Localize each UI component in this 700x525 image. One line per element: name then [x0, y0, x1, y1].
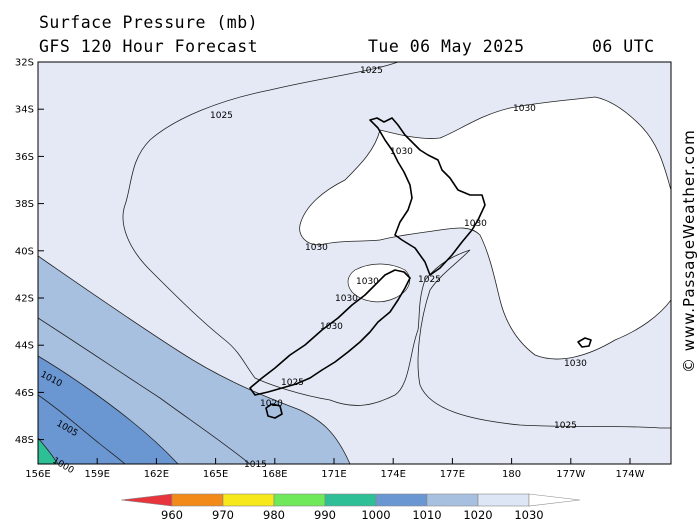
lat-tick-label: 36S [15, 152, 34, 163]
lon-tick-label: 165E [203, 469, 228, 480]
label-1030-west: 1030 [305, 243, 328, 253]
legend-label: 1020 [463, 508, 492, 522]
lat-tick-label: 46S [15, 388, 34, 399]
legend-label: 1010 [412, 508, 441, 522]
lat-tick-label: 42S [15, 294, 34, 305]
chart-title: Surface Pressure (mb) [39, 13, 259, 32]
legend-swatch [426, 493, 479, 507]
high-1030-east [299, 96, 671, 360]
lat-tick-label: 40S [15, 246, 34, 257]
legend-label: 1000 [361, 508, 390, 522]
map-frame [37, 61, 672, 465]
lon-tick-label: 177W [556, 469, 585, 480]
label-1025-southland: 1025 [281, 378, 304, 388]
legend-label: 1030 [514, 508, 543, 522]
legend-swatch [324, 493, 377, 507]
lat-tick-label: 38S [15, 199, 34, 210]
label-1025-cook-strait: 1025 [418, 275, 441, 285]
lon-tick-label: 180 [502, 469, 521, 480]
label-1030-south-c: 1030 [320, 322, 343, 332]
longitude-axis: 156E 159E 162E 165E 168E 171E 174E 177E 180 177W 1… [25, 458, 645, 480]
lon-tick-label: 156E [25, 469, 50, 480]
credit-text: © www.PassageWeather.com [680, 129, 698, 373]
lon-tick-label: 159E [84, 469, 109, 480]
north-island [369, 117, 486, 276]
chatham-islands [577, 337, 592, 348]
lon-tick-label: 174E [380, 469, 405, 480]
south-island [249, 269, 411, 396]
forecast-time: 06 UTC [592, 37, 655, 56]
band-1010 [38, 355, 179, 464]
legend-swatch [477, 493, 530, 507]
latitude-axis: 32S 34S 36S 38S 40S 42S 44S 46S 48S [15, 58, 44, 446]
label-1030-east-cape: 1030 [464, 219, 487, 229]
label-1030-north-island: 1030 [390, 147, 413, 157]
legend-label: 960 [161, 508, 183, 522]
lat-tick-label: 48S [15, 435, 34, 446]
label-1030-chatham: 1030 [564, 359, 587, 369]
legend-label: 990 [314, 508, 336, 522]
stewart-island [265, 403, 283, 419]
legend-swatch-high [528, 493, 581, 507]
lat-tick-label: 34S [15, 105, 34, 116]
label-1025-north: 1025 [360, 66, 383, 76]
isobar-1025 [122, 62, 671, 429]
band-1000 [38, 437, 59, 464]
high-1030-south [347, 263, 411, 303]
label-1030-ne: 1030 [513, 104, 536, 114]
legend-label: 970 [212, 508, 234, 522]
contour-labels: 1025 1030 1025 1030 1030 1030 1025 1030 … [39, 66, 588, 476]
color-scale-legend: 960 970 980 990 1000 1010 1020 1030 [120, 493, 581, 522]
legend-swatch [375, 493, 428, 507]
lat-tick-label: 32S [15, 58, 34, 69]
lat-tick-label: 44S [15, 341, 34, 352]
legend-label: 980 [263, 508, 285, 522]
label-1030-south-b: 1030 [335, 294, 358, 304]
lon-tick-label: 174W [616, 469, 645, 480]
label-1015: 1015 [244, 460, 267, 470]
legend-swatch [273, 493, 326, 507]
forecast-date: Tue 06 May 2025 [368, 37, 525, 56]
label-1025-nw: 1025 [210, 111, 233, 121]
legend-swatch [171, 493, 224, 507]
label-1020: 1020 [260, 399, 283, 409]
isobar-1005 [38, 394, 126, 464]
label-1030-south-a: 1030 [356, 277, 379, 287]
isobar-1015 [38, 317, 251, 464]
legend-swatch [222, 493, 275, 507]
map-area [38, 62, 671, 464]
lon-tick-label: 162E [144, 469, 169, 480]
lon-tick-label: 177E [440, 469, 465, 480]
model-label: GFS 120 Hour Forecast [39, 37, 259, 56]
lon-tick-label: 171E [321, 469, 346, 480]
coastline [249, 117, 592, 419]
label-1025-south: 1025 [554, 421, 577, 431]
legend-swatch-low [120, 493, 173, 507]
lon-tick-label: 168E [262, 469, 287, 480]
